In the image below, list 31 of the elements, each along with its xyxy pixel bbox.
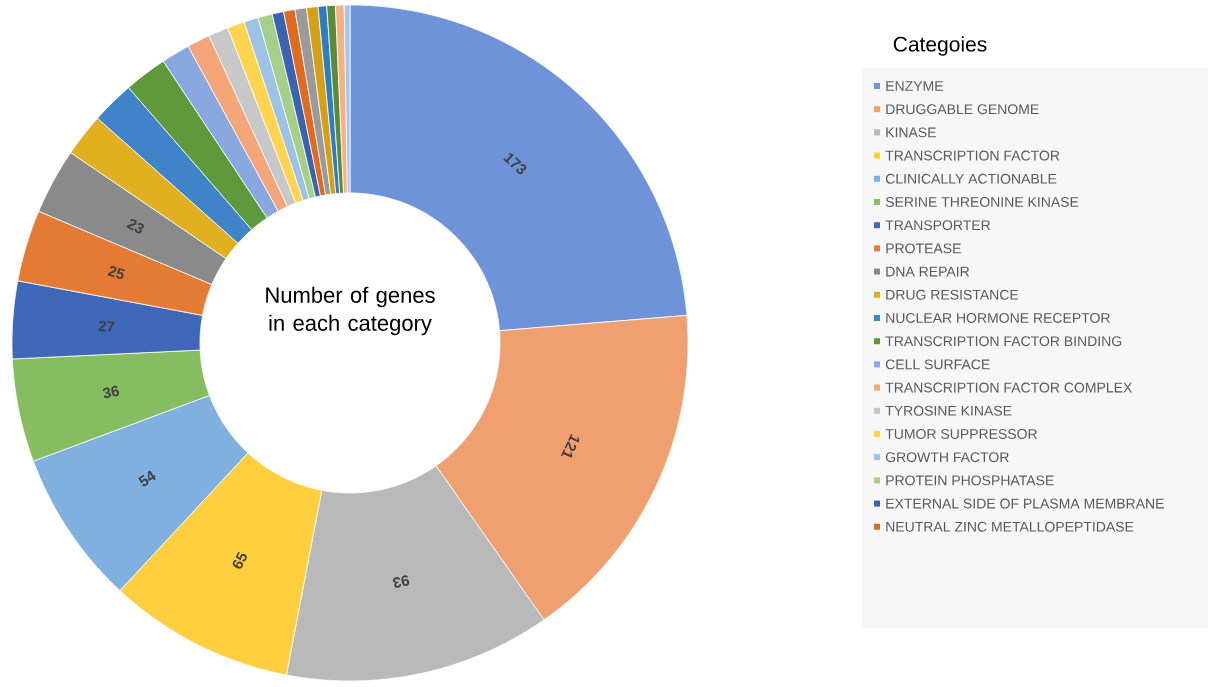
legend-label: TRANSCRIPTION FACTOR BINDING [885,336,1122,347]
legend-label: SERINE THREONINE KINASE [885,197,1079,207]
legend-label: PROTEASE [886,243,961,254]
legend-label: EXTERNAL SIDE OF PLASMA MEMBRANE [886,498,1164,509]
legend-label: DRUG RESISTANCE [886,289,1019,300]
legend-label: TRANSPORTER [885,220,991,231]
legend-title: Categoies [893,36,987,56]
legend-label: TUMOR SUPPRESSOR [885,429,1037,439]
legend-label: ENZYME [886,81,943,91]
legend-label: NEUTRAL ZINC METALLOPEPTIDASE [886,521,1134,532]
legend-label: DRUGGABLE GENOME [886,104,1039,115]
data-label: 93 [392,575,410,588]
data-label: 54 [138,470,156,487]
legend-label: CELL SURFACE [885,359,990,370]
legend-label: TRANSCRIPTION FACTOR [885,150,1060,161]
legend-label: TRANSCRIPTION FACTOR COMPLEX [885,382,1133,393]
legend-label: DNA REPAIR [886,266,970,277]
legend-label: KINASE [886,127,936,138]
data-label: 36 [102,385,120,399]
data-label: 65 [232,551,247,569]
data-label: 173 [503,153,527,175]
legend-label: NUCLEAR HORMONE RECEPTOR [886,313,1110,323]
legend-label: GROWTH FACTOR [885,452,1009,463]
legend-label: CLINICALLY ACTIONABLE [885,173,1057,184]
data-label: 121 [560,433,580,458]
legend-label: TYROSINE KINASE [885,405,1012,416]
legend-label: PROTEIN PHOSPHATASE [886,475,1054,486]
text: Number of genes in each category [266,286,435,336]
data-label: 25 [107,266,125,280]
data-label: 27 [98,320,115,332]
data-label: 23 [126,218,144,234]
